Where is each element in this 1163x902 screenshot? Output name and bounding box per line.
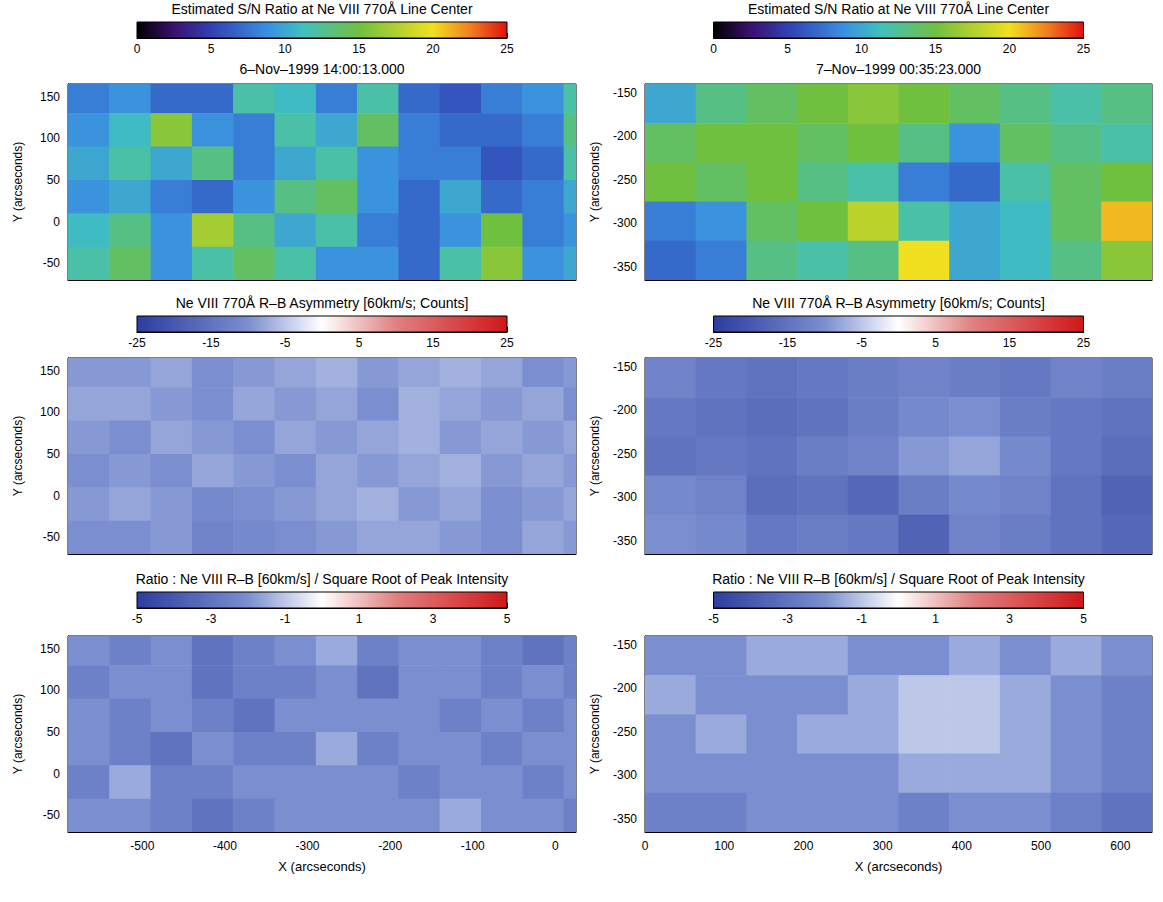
svg-text:150: 150 [40,90,60,104]
svg-text:-5: -5 [132,612,143,626]
svg-text:-150: -150 [613,86,637,100]
svg-text:-250: -250 [613,173,637,187]
svg-text:X (arcseconds): X (arcseconds) [855,859,942,874]
svg-text:-100: -100 [461,839,485,853]
svg-text:-150: -150 [613,360,637,374]
svg-text:Ratio : Ne VIII R–B [60km/s] /: Ratio : Ne VIII R–B [60km/s] / Square Ro… [712,571,1085,587]
svg-text:5: 5 [356,336,363,350]
svg-text:Y (arcseconds): Y (arcseconds) [588,416,602,496]
svg-text:-350: -350 [613,260,637,274]
svg-text:150: 150 [40,642,60,656]
svg-text:20: 20 [426,42,440,56]
svg-text:Y (arcseconds): Y (arcseconds) [11,694,25,774]
svg-text:0: 0 [53,767,60,781]
svg-text:3: 3 [1006,612,1013,626]
svg-text:10: 10 [855,42,869,56]
svg-text:-15: -15 [202,336,220,350]
svg-text:-1: -1 [856,612,867,626]
svg-text:5: 5 [932,336,939,350]
svg-text:100: 100 [714,839,734,853]
svg-text:-250: -250 [613,725,637,739]
svg-text:-300: -300 [296,839,320,853]
svg-text:0: 0 [710,42,717,56]
svg-text:-50: -50 [43,808,61,822]
svg-text:0: 0 [134,42,141,56]
svg-text:100: 100 [40,405,60,419]
svg-text:-3: -3 [206,612,217,626]
svg-text:-5: -5 [856,336,867,350]
svg-text:-500: -500 [130,839,154,853]
svg-text:-5: -5 [708,612,719,626]
svg-text:1: 1 [932,612,939,626]
svg-text:5: 5 [504,612,511,626]
svg-text:-300: -300 [613,768,637,782]
svg-text:Ne VIII 770Å R–B Asymmetry [60: Ne VIII 770Å R–B Asymmetry [60km/s; Coun… [752,295,1045,311]
svg-text:0: 0 [552,839,559,853]
svg-text:Ne VIII 770Å R–B Asymmetry [60: Ne VIII 770Å R–B Asymmetry [60km/s; Coun… [176,295,469,311]
svg-text:-3: -3 [782,612,793,626]
svg-text:0: 0 [53,489,60,503]
svg-text:Y (arcseconds): Y (arcseconds) [11,416,25,496]
svg-text:25: 25 [1077,336,1091,350]
svg-text:-50: -50 [43,530,61,544]
svg-text:-300: -300 [613,216,637,230]
svg-text:-50: -50 [43,256,61,270]
svg-text:500: 500 [1031,839,1051,853]
svg-text:Estimated S/N Ratio at Ne VIII: Estimated S/N Ratio at Ne VIII 770Å Line… [171,1,472,17]
svg-text:0: 0 [642,839,649,853]
svg-text:10: 10 [278,42,292,56]
svg-text:100: 100 [40,683,60,697]
svg-text:600: 600 [1110,839,1130,853]
svg-text:Ratio : Ne VIII R–B [60km/s] /: Ratio : Ne VIII R–B [60km/s] / Square Ro… [136,571,509,587]
svg-text:150: 150 [40,364,60,378]
svg-text:-350: -350 [613,812,637,826]
svg-text:15: 15 [426,336,440,350]
svg-text:-15: -15 [779,336,797,350]
svg-text:7–Nov–1999 00:35:23.000: 7–Nov–1999 00:35:23.000 [816,61,981,77]
svg-text:20: 20 [1003,42,1017,56]
svg-text:Y (arcseconds): Y (arcseconds) [11,142,25,222]
svg-text:1: 1 [356,612,363,626]
svg-text:5: 5 [784,42,791,56]
svg-text:15: 15 [352,42,366,56]
svg-text:15: 15 [1003,336,1017,350]
svg-text:300: 300 [873,839,893,853]
svg-text:-200: -200 [613,403,637,417]
svg-text:5: 5 [1080,612,1087,626]
svg-text:200: 200 [793,839,813,853]
svg-text:-350: -350 [613,534,637,548]
svg-text:-150: -150 [613,638,637,652]
svg-text:50: 50 [47,725,61,739]
svg-text:-25: -25 [128,336,146,350]
svg-text:100: 100 [40,131,60,145]
svg-text:25: 25 [500,336,514,350]
svg-text:50: 50 [47,173,61,187]
svg-text:-250: -250 [613,447,637,461]
svg-text:-5: -5 [280,336,291,350]
svg-text:15: 15 [929,42,943,56]
svg-text:5: 5 [208,42,215,56]
svg-text:-200: -200 [378,839,402,853]
svg-text:X (arcseconds): X (arcseconds) [278,859,365,874]
svg-text:Y (arcseconds): Y (arcseconds) [588,142,602,222]
svg-text:-400: -400 [213,839,237,853]
svg-text:Estimated S/N Ratio at Ne VIII: Estimated S/N Ratio at Ne VIII 770Å Line… [748,1,1049,17]
svg-text:-25: -25 [705,336,723,350]
svg-text:400: 400 [952,839,972,853]
svg-text:6–Nov–1999 14:00:13.000: 6–Nov–1999 14:00:13.000 [239,61,404,77]
svg-text:-200: -200 [613,129,637,143]
svg-text:25: 25 [1077,42,1091,56]
svg-text:0: 0 [53,215,60,229]
svg-text:-200: -200 [613,681,637,695]
svg-text:-300: -300 [613,490,637,504]
svg-text:Y (arcseconds): Y (arcseconds) [588,694,602,774]
svg-text:50: 50 [47,447,61,461]
svg-text:25: 25 [500,42,514,56]
svg-text:-1: -1 [280,612,291,626]
svg-text:3: 3 [430,612,437,626]
